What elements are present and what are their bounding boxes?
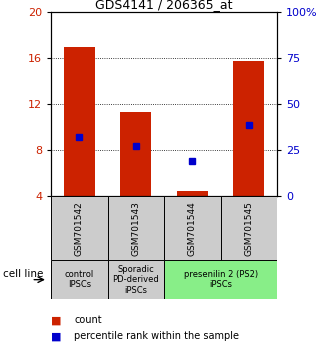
Bar bbox=[221, 196, 277, 260]
Bar bbox=[120, 113, 151, 196]
Text: count: count bbox=[74, 315, 102, 325]
Bar bbox=[108, 260, 164, 299]
Text: GSM701544: GSM701544 bbox=[188, 201, 197, 256]
Text: cell line: cell line bbox=[3, 269, 44, 279]
Bar bbox=[51, 196, 108, 260]
Bar bbox=[164, 260, 277, 299]
Text: percentile rank within the sample: percentile rank within the sample bbox=[74, 331, 239, 341]
Bar bbox=[177, 191, 208, 196]
Text: ■: ■ bbox=[51, 331, 62, 341]
Text: GSM701543: GSM701543 bbox=[131, 201, 141, 256]
Bar bbox=[233, 61, 264, 196]
Text: control
IPSCs: control IPSCs bbox=[65, 270, 94, 289]
Title: GDS4141 / 206365_at: GDS4141 / 206365_at bbox=[95, 0, 233, 11]
Bar bbox=[108, 196, 164, 260]
Text: ■: ■ bbox=[51, 315, 62, 325]
Bar bbox=[51, 260, 108, 299]
Text: GSM701542: GSM701542 bbox=[75, 201, 84, 256]
Text: Sporadic
PD-derived
iPSCs: Sporadic PD-derived iPSCs bbox=[113, 265, 159, 295]
Text: presenilin 2 (PS2)
iPSCs: presenilin 2 (PS2) iPSCs bbox=[183, 270, 258, 289]
Bar bbox=[64, 47, 95, 196]
Text: GSM701545: GSM701545 bbox=[245, 201, 253, 256]
Bar bbox=[164, 196, 221, 260]
